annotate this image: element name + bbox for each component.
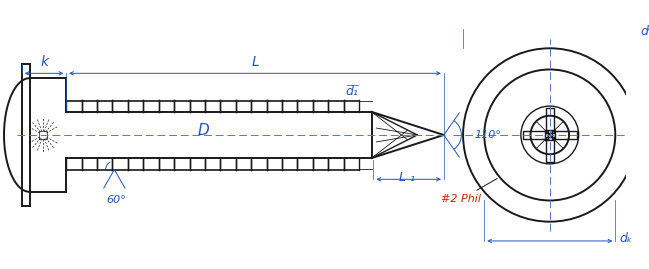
Text: d₁: d₁ bbox=[346, 85, 359, 98]
Text: #2 Phil: #2 Phil bbox=[441, 178, 497, 204]
Text: 110°: 110° bbox=[474, 130, 502, 140]
Text: L ₁: L ₁ bbox=[398, 171, 415, 184]
Text: L: L bbox=[251, 55, 259, 69]
Text: k: k bbox=[40, 55, 48, 69]
Text: D: D bbox=[198, 123, 210, 138]
Text: 60°: 60° bbox=[106, 195, 126, 205]
Text: dₖ: dₖ bbox=[619, 232, 632, 245]
Text: dᶜ: dᶜ bbox=[641, 25, 649, 38]
